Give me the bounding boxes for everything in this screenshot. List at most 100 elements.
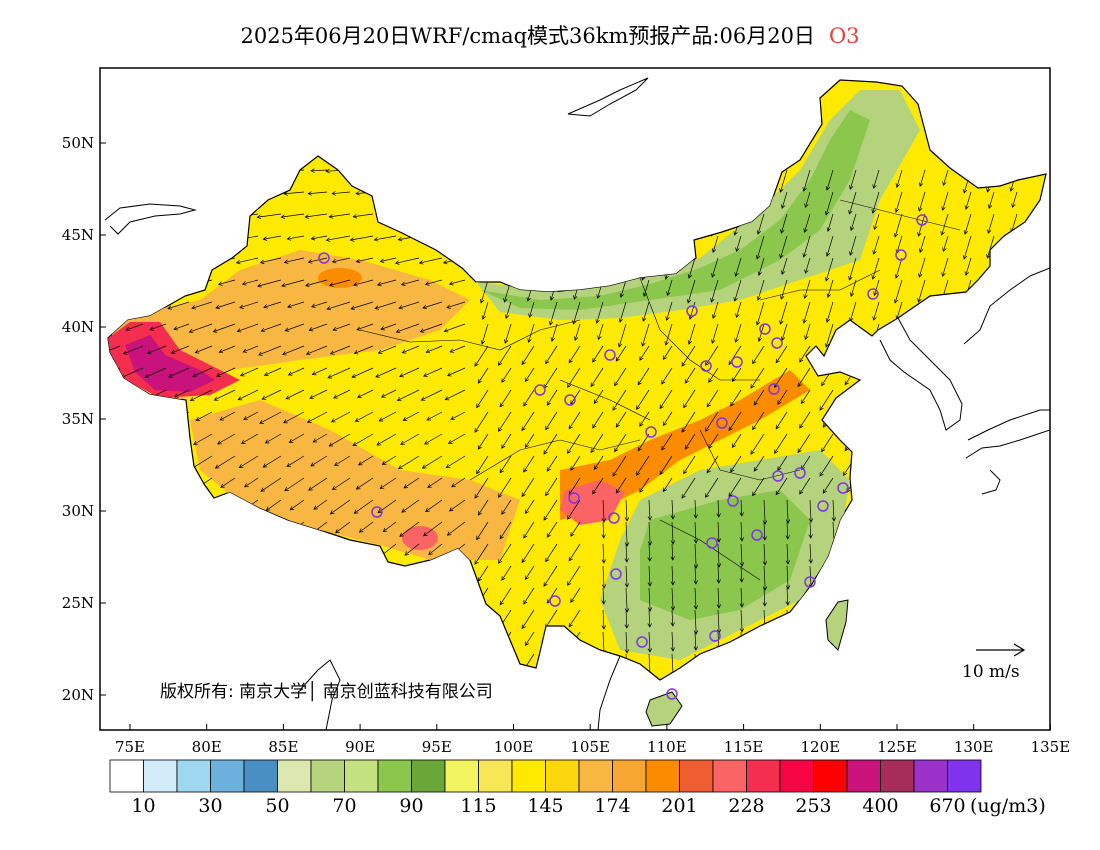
wind-vector	[612, 455, 627, 477]
legend-swatch	[143, 759, 178, 793]
wind-vector	[545, 543, 558, 563]
wind-vector	[403, 477, 420, 489]
wind-vector	[125, 323, 144, 332]
legend-swatch	[779, 759, 814, 793]
wind-vector	[446, 521, 466, 536]
legend-swatch	[846, 759, 881, 793]
wind-vector	[642, 301, 650, 322]
wind-vector	[831, 499, 837, 522]
wind-vector	[194, 345, 213, 354]
wind-vector	[572, 301, 581, 325]
wind-vector	[499, 389, 512, 408]
wind-vector	[498, 477, 512, 498]
wind-vector	[219, 411, 236, 421]
wind-vector	[662, 411, 673, 427]
wind-vector	[238, 455, 259, 469]
wind-vector	[799, 477, 811, 495]
wind-vector	[280, 213, 305, 219]
wind-vector	[941, 191, 949, 211]
wind-vector	[328, 433, 351, 447]
wind-vector	[681, 477, 696, 499]
wind-vector	[624, 587, 630, 613]
legend-label: 30	[198, 795, 222, 817]
wind-vector	[614, 367, 627, 387]
wind-vector	[257, 279, 282, 288]
concentration-zone-sichuan	[560, 480, 625, 525]
wind-vector	[568, 411, 581, 430]
wind-vector	[448, 279, 466, 286]
wind-vector	[258, 345, 282, 356]
wind-vector	[804, 257, 811, 275]
legend-swatch	[880, 759, 915, 793]
wind-vector	[705, 345, 719, 366]
wind-vector	[762, 521, 767, 541]
legend-swatch	[344, 759, 379, 793]
wind-vector	[894, 257, 903, 279]
wind-vector	[756, 279, 765, 301]
wind-vector	[624, 499, 630, 522]
wind-vector	[310, 235, 328, 241]
wind-vector	[353, 345, 374, 355]
wind-vector	[521, 345, 535, 366]
wind-vector	[567, 433, 581, 454]
wind-vector	[376, 279, 397, 287]
wind-vector	[283, 191, 305, 196]
wind-vector	[259, 257, 282, 265]
wind-vector	[637, 367, 650, 386]
japan-coast	[965, 409, 1050, 495]
wind-vector	[427, 477, 443, 488]
wind-vector	[498, 345, 512, 366]
wind-vector	[329, 499, 351, 515]
wind-vector	[399, 367, 420, 378]
wind-vector	[379, 477, 397, 489]
wind-vector	[546, 455, 558, 472]
wind-vector	[942, 235, 949, 253]
station-marker	[771, 337, 783, 349]
legend-label: 90	[399, 795, 423, 817]
wind-vector	[428, 543, 443, 556]
legend-swatch	[578, 759, 613, 793]
longitude-axis: 75E 80E 85E 90E 95E 100E 105E 110E 115E 120E 125E 1…	[115, 724, 1070, 756]
station-marker	[768, 383, 780, 395]
wind-vector	[683, 455, 696, 475]
wind-vector	[808, 543, 814, 564]
wind-vector	[647, 499, 653, 521]
copyright-text: 版权所有: 南京大学│ 南京创蓝科技有限公司	[160, 681, 493, 702]
wind-vector	[802, 169, 811, 192]
wind-vector	[708, 367, 719, 383]
wind-vector	[524, 367, 535, 383]
wind-vector	[624, 543, 629, 563]
wind-vector	[800, 455, 811, 471]
wind-vector	[355, 477, 374, 490]
wind-vector	[235, 257, 259, 265]
wind-vector	[260, 477, 282, 492]
wind-vector	[281, 345, 305, 356]
wind-vector	[803, 279, 811, 299]
wind-vector	[752, 345, 765, 365]
wind-vector	[775, 411, 788, 430]
wind-vector	[527, 323, 535, 343]
wind-vector	[750, 433, 765, 455]
station-marker	[568, 492, 580, 504]
wind-vector	[647, 631, 653, 653]
wind-vector	[357, 455, 374, 466]
wind-vector	[636, 455, 650, 476]
wind-vector	[647, 521, 653, 546]
wind-vector	[819, 455, 834, 477]
wind-vector	[450, 411, 466, 420]
wind-vector	[524, 565, 535, 581]
wind-vector	[716, 587, 722, 609]
legend-label: 201	[661, 795, 697, 817]
wind-vector	[498, 411, 512, 432]
legend-label: 115	[460, 795, 496, 817]
wind-vector	[826, 213, 834, 232]
wind-vector	[448, 499, 466, 512]
wind-vector	[447, 433, 466, 444]
wind-vector	[474, 543, 489, 565]
station-marker	[817, 500, 829, 512]
wind-vector	[757, 257, 765, 276]
wind-vector	[550, 323, 558, 342]
wind-vector	[422, 301, 443, 310]
lon-tick-label: 125E	[877, 738, 917, 756]
